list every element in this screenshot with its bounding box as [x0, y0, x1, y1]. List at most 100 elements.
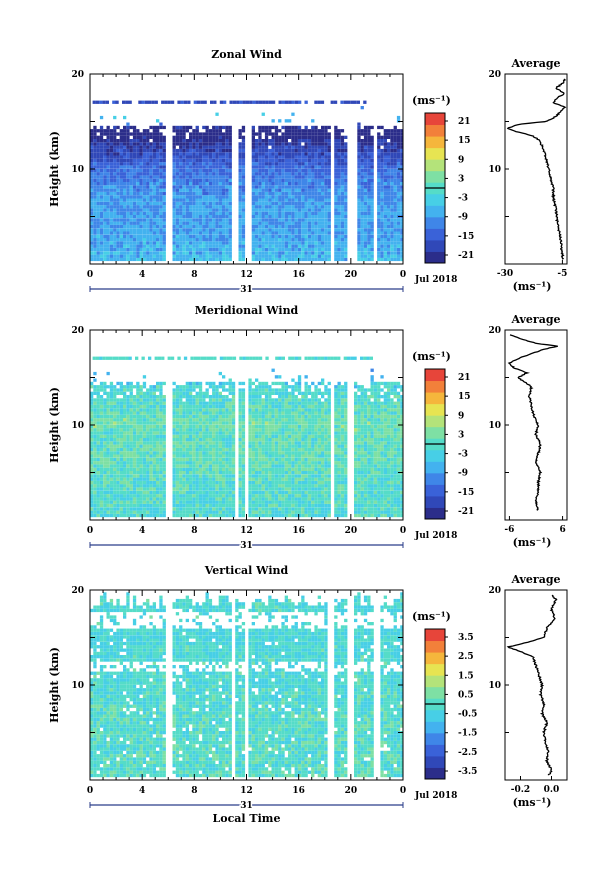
- heatmap-cell: [172, 244, 176, 248]
- heatmap-cell: [132, 513, 137, 518]
- heatmap-cell: [90, 218, 94, 222]
- heatmap-cell: [307, 211, 312, 215]
- heatmap-cell: [251, 139, 255, 143]
- heatmap-cell: [116, 428, 120, 432]
- heatmap-cell: [132, 480, 137, 485]
- heatmap-cell: [278, 155, 282, 159]
- heatmap-cell: [301, 145, 305, 149]
- heatmap-cell: [96, 503, 100, 508]
- heatmap-cell: [291, 188, 295, 192]
- heatmap-cell: [317, 139, 321, 143]
- heatmap-cell: [202, 503, 206, 508]
- heatmap-cell: [192, 411, 196, 415]
- heatmap-cell: [324, 214, 328, 219]
- heatmap-cell: [202, 408, 206, 412]
- heatmap-cell: [156, 211, 160, 215]
- heatmap-cell: [363, 172, 368, 176]
- heatmap-cell: [334, 257, 338, 262]
- heatmap-cell: [222, 175, 226, 179]
- heatmap-cell: [129, 251, 133, 255]
- heatmap-cell: [179, 129, 183, 133]
- heatmap-cell: [393, 135, 397, 139]
- heatmap-cell: [109, 251, 114, 255]
- heatmap-cell: [96, 148, 100, 153]
- heatmap-cell: [192, 172, 196, 176]
- heatmap-cell: [106, 218, 110, 222]
- heatmap-cell: [192, 205, 196, 209]
- heatmap-cell: [119, 155, 123, 159]
- heatmap-cell: [123, 487, 127, 491]
- heatmap-cell: [129, 457, 133, 462]
- heatmap-cell: [129, 191, 133, 196]
- heatmap-cell: [185, 125, 189, 130]
- heatmap-cell: [340, 244, 345, 248]
- heatmap-cell: [99, 470, 104, 475]
- heatmap-cell: [380, 214, 384, 219]
- heatmap-cell: [281, 188, 285, 192]
- heatmap-cell: [357, 162, 361, 166]
- heatmap-cell: [261, 158, 265, 163]
- heatmap-cell: [212, 257, 216, 262]
- heatmap-cell: [99, 241, 104, 245]
- heatmap-cell: [274, 142, 279, 146]
- heatmap-cell: [152, 418, 156, 422]
- heatmap-cell: [93, 500, 97, 504]
- heatmap-cell: [159, 507, 163, 511]
- heatmap-cell: [271, 139, 275, 143]
- heatmap-cell: [258, 148, 262, 153]
- heatmap-cell: [149, 385, 153, 389]
- heatmap-cell: [205, 224, 209, 229]
- heatmap-cell: [93, 451, 97, 455]
- heatmap-cell: [380, 185, 384, 189]
- heatmap-cell: [162, 424, 166, 429]
- heatmap-cell: [294, 211, 298, 215]
- heatmap-cell: [360, 238, 364, 242]
- heatmap-cell: [113, 510, 117, 514]
- heatmap-cell: [109, 477, 114, 481]
- heatmap-cell: [304, 162, 308, 166]
- heatmap-cell: [99, 224, 104, 229]
- heatmap-cell: [189, 162, 193, 166]
- heatmap-cell: [268, 221, 272, 225]
- heatmap-cell: [225, 211, 229, 215]
- heatmap-cell: [284, 238, 288, 242]
- heatmap-cell: [264, 244, 269, 248]
- heatmap-cell: [400, 218, 404, 222]
- heatmap-cell: [116, 254, 120, 258]
- heatmap-cell: [337, 129, 341, 133]
- heatmap-cell: [192, 447, 196, 452]
- heatmap-cell: [205, 480, 209, 485]
- heatmap-cell: [185, 454, 189, 458]
- heatmap-cell: [198, 503, 203, 508]
- heatmap-cell: [99, 244, 104, 248]
- heatmap-cell: [162, 467, 166, 471]
- heatmap-cell: [136, 487, 140, 491]
- heatmap-cell: [142, 241, 147, 245]
- heatmap-cell: [311, 211, 315, 215]
- heatmap-cell: [311, 244, 315, 248]
- heatmap-cell: [139, 178, 143, 182]
- heatmap-cell: [205, 234, 209, 239]
- y-tick-label: 20: [71, 70, 84, 80]
- heatmap-cell: [367, 254, 371, 258]
- heatmap-cell: [119, 218, 123, 222]
- heatmap-cell: [106, 224, 110, 229]
- heatmap-cell: [294, 201, 298, 206]
- heatmap-cell: [103, 457, 107, 462]
- heatmap-cell: [238, 162, 242, 166]
- heatmap-cell: [285, 100, 289, 104]
- heatmap-cell: [142, 457, 147, 462]
- heatmap-cell: [142, 205, 147, 209]
- heatmap-cell: [396, 218, 401, 222]
- heatmap-cell: [198, 139, 203, 143]
- heatmap-cell: [307, 257, 312, 262]
- colorbar-segment: [425, 170, 445, 183]
- heatmap-cell: [185, 148, 189, 153]
- heatmap-cell: [103, 132, 107, 136]
- heatmap-cell: [238, 214, 242, 219]
- heatmap-cell: [185, 214, 189, 219]
- heatmap-cell: [340, 241, 345, 245]
- heatmap-cell: [192, 477, 196, 481]
- heatmap-cell: [152, 477, 156, 481]
- heatmap-cell: [314, 234, 318, 239]
